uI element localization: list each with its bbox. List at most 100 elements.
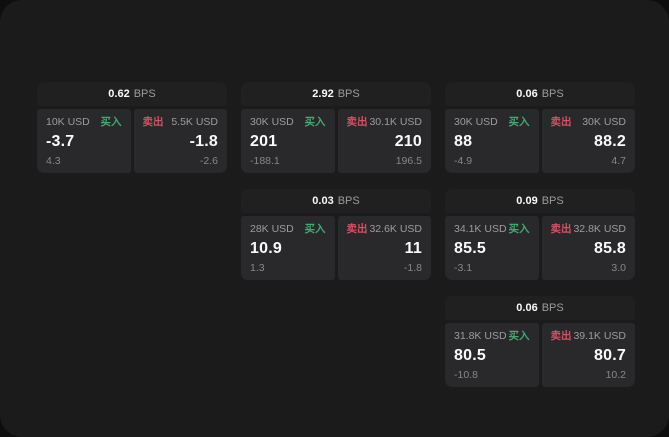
buy-label: 买入: [100, 116, 122, 128]
sell-price: 88.2: [594, 132, 626, 150]
sell-price: -1.8: [189, 132, 218, 150]
buy-amount: 28K USD: [250, 223, 294, 235]
buy-change: -10.8: [454, 368, 478, 381]
sell-change: 10.2: [605, 368, 626, 381]
sell-panel[interactable]: 卖出 5.5K USD -1.8 -2.6: [133, 109, 227, 173]
bps-unit-label: BPS: [541, 301, 564, 314]
buy-price: 88: [454, 132, 473, 150]
sell-panel[interactable]: 卖出 32.8K USD 85.8 3.0: [541, 216, 635, 280]
sell-panel-top: 卖出 39.1K USD: [551, 331, 627, 342]
sell-panel[interactable]: 卖出 32.6K USD 11 -1.8: [337, 216, 431, 280]
quote-card-grid: 0.62 BPS 10K USD 买入 -3.7 4.3 卖出 5.5K USD: [37, 82, 635, 387]
quote-card: 0.62 BPS 10K USD 买入 -3.7 4.3 卖出 5.5K USD: [37, 82, 227, 173]
quote-card: 2.92 BPS 30K USD 买入 201 -188.1 卖出 30.1K …: [241, 82, 431, 173]
card-header: 0.03 BPS: [241, 189, 431, 213]
sell-panel-top: 卖出 32.6K USD: [347, 224, 423, 235]
panels-row: 31.8K USD 买入 80.5 -10.8 卖出 39.1K USD 80.…: [445, 323, 635, 387]
bps-value: 0.09: [516, 194, 538, 207]
buy-price: 201: [250, 132, 278, 150]
buy-label: 买入: [304, 223, 326, 235]
buy-panel[interactable]: 30K USD 买入 201 -188.1: [241, 109, 335, 173]
buy-panel-top: 28K USD 买入: [250, 224, 326, 235]
buy-panel[interactable]: 34.1K USD 买入 85.5 -3.1: [445, 216, 539, 280]
buy-amount: 10K USD: [46, 116, 90, 128]
buy-price: -3.7: [46, 132, 75, 150]
buy-panel-top: 30K USD 买入: [250, 117, 326, 128]
card-header: 0.06 BPS: [445, 296, 635, 320]
sell-change: 4.7: [611, 154, 626, 167]
sell-change: 196.5: [395, 154, 422, 167]
buy-change: -188.1: [250, 154, 280, 167]
buy-panel-top: 31.8K USD 买入: [454, 331, 530, 342]
bps-value: 0.06: [516, 87, 538, 100]
buy-label: 买入: [304, 116, 326, 128]
buy-panel-top: 34.1K USD 买入: [454, 224, 530, 235]
sell-price: 80.7: [594, 346, 626, 364]
bps-value: 2.92: [312, 87, 334, 100]
quote-card: 0.06 BPS 31.8K USD 买入 80.5 -10.8 卖出 39.1…: [445, 296, 635, 387]
buy-amount: 31.8K USD: [454, 330, 507, 342]
buy-amount: 30K USD: [454, 116, 498, 128]
buy-change: -4.9: [454, 154, 473, 167]
card-header: 2.92 BPS: [241, 82, 431, 106]
bps-unit-label: BPS: [133, 87, 156, 100]
buy-price: 10.9: [250, 239, 282, 257]
panels-row: 30K USD 买入 201 -188.1 卖出 30.1K USD 210 1…: [241, 109, 431, 173]
buy-panel-top: 10K USD 买入: [46, 117, 122, 128]
sell-change: -2.6: [199, 154, 218, 167]
sell-price: 210: [394, 132, 422, 150]
buy-price: 85.5: [454, 239, 486, 257]
sell-amount: 39.1K USD: [573, 330, 626, 342]
sell-panel-top: 卖出 30K USD: [551, 117, 627, 128]
card-header: 0.09 BPS: [445, 189, 635, 213]
bps-unit-label: BPS: [337, 194, 360, 207]
sell-label: 卖出: [550, 223, 572, 235]
sell-panel[interactable]: 卖出 30K USD 88.2 4.7: [541, 109, 635, 173]
buy-panel[interactable]: 31.8K USD 买入 80.5 -10.8: [445, 323, 539, 387]
card-header: 0.62 BPS: [37, 82, 227, 106]
sell-label: 卖出: [346, 116, 368, 128]
quote-card: 0.03 BPS 28K USD 买入 10.9 1.3 卖出 32.6K US…: [241, 189, 431, 280]
panels-row: 34.1K USD 买入 85.5 -3.1 卖出 32.8K USD 85.8…: [445, 216, 635, 280]
sell-panel[interactable]: 卖出 30.1K USD 210 196.5: [337, 109, 431, 173]
buy-panel[interactable]: 10K USD 买入 -3.7 4.3: [37, 109, 131, 173]
buy-change: 4.3: [46, 154, 61, 167]
bps-value: 0.06: [516, 301, 538, 314]
panels-row: 10K USD 买入 -3.7 4.3 卖出 5.5K USD -1.8 -2.…: [37, 109, 227, 173]
sell-change: -1.8: [403, 261, 422, 274]
sell-price: 85.8: [594, 239, 626, 257]
sell-amount: 30.1K USD: [369, 116, 422, 128]
sell-label: 卖出: [142, 116, 164, 128]
sell-price: 11: [404, 239, 422, 257]
bps-value: 0.62: [108, 87, 130, 100]
sell-panel-top: 卖出 30.1K USD: [347, 117, 423, 128]
sell-label: 卖出: [346, 223, 368, 235]
buy-label: 买入: [508, 223, 530, 235]
sell-change: 3.0: [611, 261, 626, 274]
buy-change: -3.1: [454, 261, 473, 274]
sell-amount: 32.8K USD: [573, 223, 626, 235]
buy-amount: 34.1K USD: [454, 223, 507, 235]
sell-amount: 30K USD: [582, 116, 626, 128]
bps-value: 0.03: [312, 194, 334, 207]
buy-panel[interactable]: 28K USD 买入 10.9 1.3: [241, 216, 335, 280]
buy-price: 80.5: [454, 346, 486, 364]
panels-row: 30K USD 买入 88 -4.9 卖出 30K USD 88.2 4.7: [445, 109, 635, 173]
sell-panel[interactable]: 卖出 39.1K USD 80.7 10.2: [541, 323, 635, 387]
bps-unit-label: BPS: [541, 194, 564, 207]
bps-unit-label: BPS: [337, 87, 360, 100]
panels-row: 28K USD 买入 10.9 1.3 卖出 32.6K USD 11 -1.8: [241, 216, 431, 280]
card-header: 0.06 BPS: [445, 82, 635, 106]
sell-label: 卖出: [550, 116, 572, 128]
sell-label: 卖出: [550, 330, 572, 342]
quote-card: 0.09 BPS 34.1K USD 买入 85.5 -3.1 卖出 32.8K…: [445, 189, 635, 280]
buy-amount: 30K USD: [250, 116, 294, 128]
buy-panel[interactable]: 30K USD 买入 88 -4.9: [445, 109, 539, 173]
sell-amount: 5.5K USD: [171, 116, 218, 128]
buy-label: 买入: [508, 116, 530, 128]
bps-unit-label: BPS: [541, 87, 564, 100]
buy-label: 买入: [508, 330, 530, 342]
quote-card: 0.06 BPS 30K USD 买入 88 -4.9 卖出 30K USD: [445, 82, 635, 173]
buy-change: 1.3: [250, 261, 265, 274]
